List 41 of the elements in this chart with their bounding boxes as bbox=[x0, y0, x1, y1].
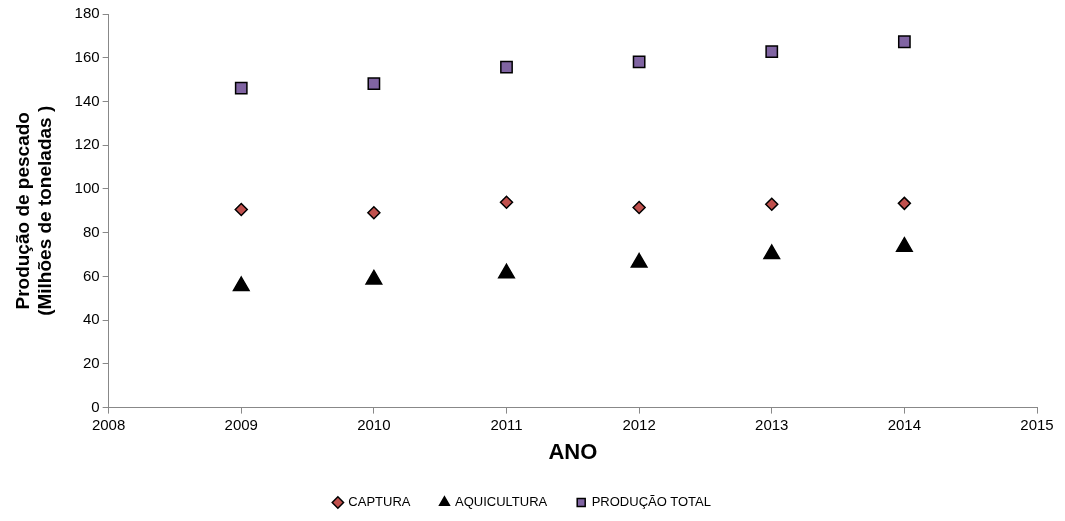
x-tick-label: 2015 bbox=[1020, 415, 1054, 433]
y-tick-label: 60 bbox=[82, 266, 100, 284]
point bbox=[367, 206, 381, 220]
point bbox=[232, 276, 250, 292]
y-tick-label: 0 bbox=[91, 397, 100, 415]
x-tick-label: 2008 bbox=[91, 415, 126, 433]
legend-label: AQUICULTURA bbox=[454, 494, 548, 510]
x-tick-label: 2012 bbox=[622, 415, 656, 433]
y-tick-label: 140 bbox=[74, 91, 100, 109]
point bbox=[763, 244, 781, 260]
point bbox=[895, 236, 913, 252]
point bbox=[632, 55, 646, 69]
y-axis-title: Produção de pescado (Milhões de toneladas ) bbox=[11, 105, 56, 316]
x-axis-title: ANO bbox=[548, 438, 598, 464]
y-tick-label: 180 bbox=[74, 4, 100, 22]
y-tick-label: 100 bbox=[74, 179, 100, 197]
y-tick-label: 20 bbox=[82, 354, 100, 372]
point bbox=[632, 200, 646, 215]
x-tick-label: 2011 bbox=[490, 415, 523, 433]
point bbox=[765, 45, 779, 59]
x-tick-label: 2013 bbox=[755, 415, 789, 433]
point bbox=[500, 60, 513, 74]
legend-label: CAPTURA bbox=[348, 494, 411, 510]
point bbox=[234, 202, 248, 217]
x-tick-label: 2010 bbox=[357, 415, 391, 433]
point bbox=[365, 269, 383, 285]
y-tick-label: 40 bbox=[82, 310, 100, 328]
x-tick-label: 2014 bbox=[887, 415, 922, 433]
x-tick-label: 2009 bbox=[224, 415, 258, 433]
point bbox=[897, 35, 911, 49]
point bbox=[367, 77, 381, 90]
legend-label: PRODUÇÃO TOTAL bbox=[591, 494, 711, 510]
y-tick-label: 120 bbox=[74, 135, 100, 153]
point bbox=[630, 252, 648, 268]
y-tick-label: 80 bbox=[82, 222, 100, 240]
y-tick-label: 160 bbox=[74, 47, 100, 65]
point bbox=[499, 195, 514, 210]
point bbox=[765, 197, 779, 211]
point bbox=[497, 263, 516, 279]
point bbox=[234, 81, 248, 95]
point bbox=[897, 196, 912, 211]
